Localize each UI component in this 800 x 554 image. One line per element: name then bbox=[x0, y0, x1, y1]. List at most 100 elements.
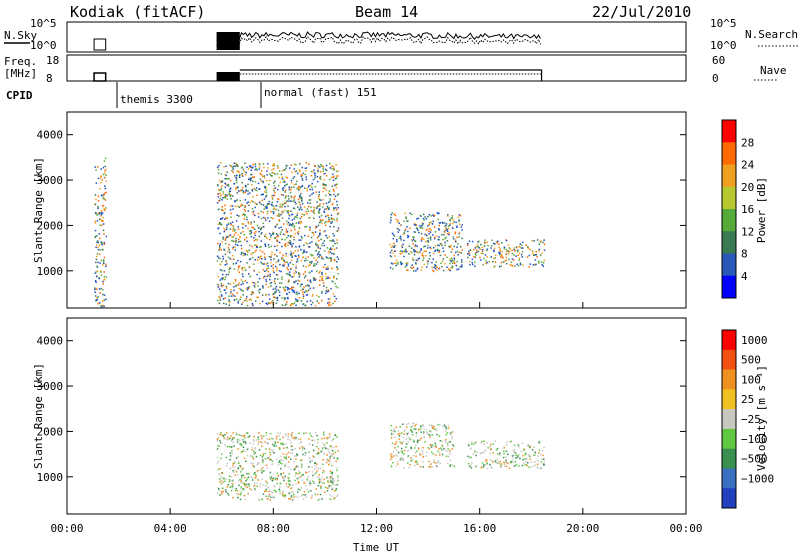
scatter-point bbox=[94, 203, 97, 206]
scatter-point bbox=[288, 280, 290, 283]
scatter-point bbox=[289, 275, 292, 277]
scatter-point bbox=[428, 230, 430, 233]
scatter-point bbox=[272, 267, 274, 269]
scatter-point bbox=[291, 498, 293, 501]
scatter-point bbox=[461, 249, 463, 251]
scatter-point bbox=[326, 205, 329, 208]
colorbar-swatch bbox=[722, 369, 736, 390]
scatter-point bbox=[251, 211, 254, 213]
scatter-point bbox=[481, 467, 483, 469]
scatter-point bbox=[223, 289, 226, 291]
scatter-point bbox=[332, 176, 334, 178]
scatter-point bbox=[468, 462, 470, 465]
scatter-point bbox=[327, 220, 329, 223]
scatter-point bbox=[291, 245, 293, 247]
scatter-point bbox=[293, 186, 295, 188]
scatter-point bbox=[254, 214, 256, 217]
scatter-point bbox=[223, 196, 225, 199]
scatter-point bbox=[323, 179, 325, 181]
scatter-point bbox=[321, 292, 323, 294]
scatter-point bbox=[233, 437, 235, 439]
scatter-point bbox=[273, 211, 275, 214]
scatter-point bbox=[246, 253, 249, 256]
scatter-point bbox=[229, 452, 232, 454]
scatter-point bbox=[513, 247, 515, 249]
scatter-point bbox=[265, 236, 267, 238]
scatter-point bbox=[330, 267, 333, 270]
scatter-point bbox=[322, 258, 325, 260]
scatter-point bbox=[426, 240, 429, 242]
scatter-point bbox=[393, 262, 396, 265]
scatter-point bbox=[321, 257, 323, 260]
scatter-point bbox=[404, 266, 407, 268]
scatter-point bbox=[444, 244, 446, 246]
scatter-point bbox=[424, 216, 426, 218]
scatter-point bbox=[389, 453, 392, 455]
scatter-point bbox=[311, 182, 313, 185]
scatter-point bbox=[313, 164, 316, 167]
scatter-point bbox=[518, 465, 520, 467]
scatter-point bbox=[97, 261, 99, 264]
scatter-point bbox=[490, 245, 493, 247]
ytick-label: 2000 bbox=[37, 425, 64, 438]
scatter-point bbox=[307, 256, 309, 258]
scatter-point bbox=[456, 225, 458, 227]
scatter-point bbox=[395, 218, 398, 221]
scatter-point bbox=[293, 236, 295, 238]
scatter-point bbox=[284, 475, 287, 478]
scatter-point bbox=[295, 458, 297, 460]
scatter-point bbox=[281, 492, 284, 495]
scatter-point bbox=[484, 242, 486, 244]
scatter-point bbox=[429, 246, 431, 249]
scatter-point bbox=[232, 240, 235, 242]
scatter-point bbox=[234, 175, 236, 177]
scatter-point bbox=[309, 300, 312, 302]
scatter-point bbox=[242, 190, 245, 192]
scatter-point bbox=[228, 494, 230, 496]
scatter-point bbox=[279, 486, 281, 488]
scatter-point bbox=[241, 223, 244, 225]
scatter-point bbox=[293, 163, 296, 166]
scatter-point bbox=[280, 467, 282, 470]
scatter-point bbox=[306, 471, 308, 474]
scatter-point bbox=[283, 179, 285, 182]
scatter-point bbox=[237, 244, 239, 246]
scatter-point bbox=[493, 257, 495, 259]
scatter-point bbox=[296, 491, 299, 493]
scatter-point bbox=[287, 235, 289, 237]
scatter-point bbox=[446, 230, 449, 232]
scatter-point bbox=[240, 435, 243, 437]
scatter-point bbox=[236, 493, 238, 495]
scatter-point bbox=[318, 296, 320, 298]
scatter-point bbox=[515, 464, 518, 466]
scatter-point bbox=[412, 259, 415, 261]
scatter-point bbox=[100, 168, 102, 170]
scatter-point bbox=[303, 286, 305, 289]
scatter-point bbox=[505, 250, 508, 253]
scatter-point bbox=[276, 479, 279, 481]
scatter-point bbox=[447, 441, 450, 443]
scatter-point bbox=[241, 281, 244, 283]
scatter-point bbox=[228, 271, 230, 273]
scatter-point bbox=[222, 481, 224, 483]
scatter-point bbox=[282, 254, 284, 256]
scatter-point bbox=[438, 448, 440, 450]
scatter-point bbox=[306, 251, 308, 253]
scatter-point bbox=[300, 175, 303, 178]
scatter-point bbox=[296, 180, 298, 183]
scatter-point bbox=[222, 191, 224, 193]
scatter-point bbox=[265, 189, 268, 191]
scatter-point bbox=[326, 490, 329, 492]
scatter-point bbox=[266, 237, 268, 240]
scatter-point bbox=[285, 443, 287, 445]
scatter-point bbox=[453, 254, 455, 257]
scatter-point bbox=[435, 261, 437, 263]
scatter-point bbox=[293, 207, 296, 210]
scatter-point bbox=[302, 493, 304, 496]
scatter-point bbox=[226, 184, 228, 186]
scatter-point bbox=[318, 239, 320, 242]
scatter-point bbox=[313, 481, 315, 484]
scatter-point bbox=[223, 270, 226, 272]
scatter-point bbox=[242, 487, 244, 490]
scatter-point bbox=[437, 460, 439, 462]
